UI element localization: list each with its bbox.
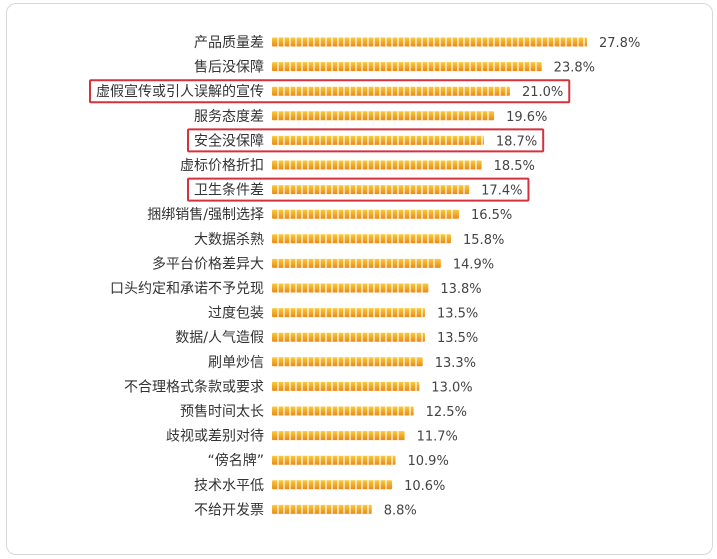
bar-7 [272, 185, 470, 195]
category-label-19: 技术水平低 [194, 478, 264, 494]
category-label-7: 卫生条件差 [194, 182, 264, 199]
category-label-10: 多平台价格差异大 [152, 255, 264, 272]
category-label-11: 口头约定和承诺不予兑现 [110, 281, 264, 297]
bar-1 [272, 37, 587, 47]
bar-16 [272, 406, 414, 416]
value-label-7: 17.4% [481, 184, 522, 199]
highlight-box-1 [89, 79, 571, 104]
category-label-3: 虚假宣传或引人误解的宣传 [96, 84, 264, 100]
value-label-8: 16.5% [471, 208, 512, 223]
category-label-1: 产品质量差 [194, 35, 264, 51]
bar-8 [272, 209, 459, 219]
bar-12 [272, 308, 425, 318]
value-label-16: 12.5% [426, 405, 467, 420]
bar-10 [272, 258, 441, 268]
category-label-20: 不给开发票 [194, 502, 264, 518]
value-label-18: 10.9% [408, 454, 449, 469]
category-label-12: 过度包装 [208, 306, 264, 322]
category-label-8: 捆绑销售/强制选择 [147, 207, 264, 223]
category-label-4: 服务态度差 [194, 109, 264, 125]
value-label-5: 18.7% [496, 134, 537, 149]
bar-6 [272, 160, 482, 170]
highlight-box-2 [187, 128, 545, 153]
value-label-6: 18.5% [494, 159, 535, 174]
category-label-2: 售后没保障 [194, 60, 264, 76]
category-label-9: 大数据杀熟 [194, 232, 264, 248]
value-label-19: 10.6% [404, 479, 445, 494]
category-label-5: 安全没保障 [194, 132, 264, 149]
value-label-12: 13.5% [437, 307, 478, 322]
category-label-17: 歧视或差别对待 [166, 429, 264, 445]
category-label-15: 不合理格式条款或要求 [124, 378, 264, 395]
value-label-3: 21.0% [522, 85, 563, 100]
bar-4 [272, 111, 495, 121]
value-label-14: 13.3% [435, 356, 476, 371]
value-label-15: 13.0% [431, 380, 472, 395]
highlight-box-3 [187, 177, 530, 202]
bar-11 [272, 283, 429, 293]
bar-20 [272, 504, 372, 514]
bar-19 [272, 480, 393, 490]
bar-18 [272, 455, 396, 465]
value-label-17: 11.7% [417, 430, 458, 445]
value-label-4: 19.6% [506, 110, 547, 125]
bar-3 [272, 86, 510, 96]
category-label-16: 预售时间太长 [180, 404, 264, 420]
category-label-13: 数据/人气造假 [175, 330, 264, 346]
category-label-6: 虚标价格折扣 [180, 158, 264, 174]
bar-9 [272, 234, 452, 244]
value-label-1: 27.8% [599, 36, 640, 51]
value-label-11: 13.8% [440, 282, 481, 297]
value-label-10: 14.9% [453, 257, 494, 272]
bar-17 [272, 431, 405, 441]
bar-14 [272, 357, 423, 367]
bar-5 [272, 135, 484, 145]
value-label-2: 23.8% [554, 61, 595, 76]
bar-2 [272, 62, 542, 72]
category-label-18: “傍名牌” [207, 452, 264, 469]
value-label-9: 15.8% [463, 233, 504, 248]
category-label-14: 刷单炒信 [208, 355, 264, 371]
bar-13 [272, 332, 425, 342]
value-label-13: 13.5% [437, 331, 478, 346]
bar-15 [272, 381, 420, 391]
value-label-20: 8.8% [384, 503, 417, 518]
